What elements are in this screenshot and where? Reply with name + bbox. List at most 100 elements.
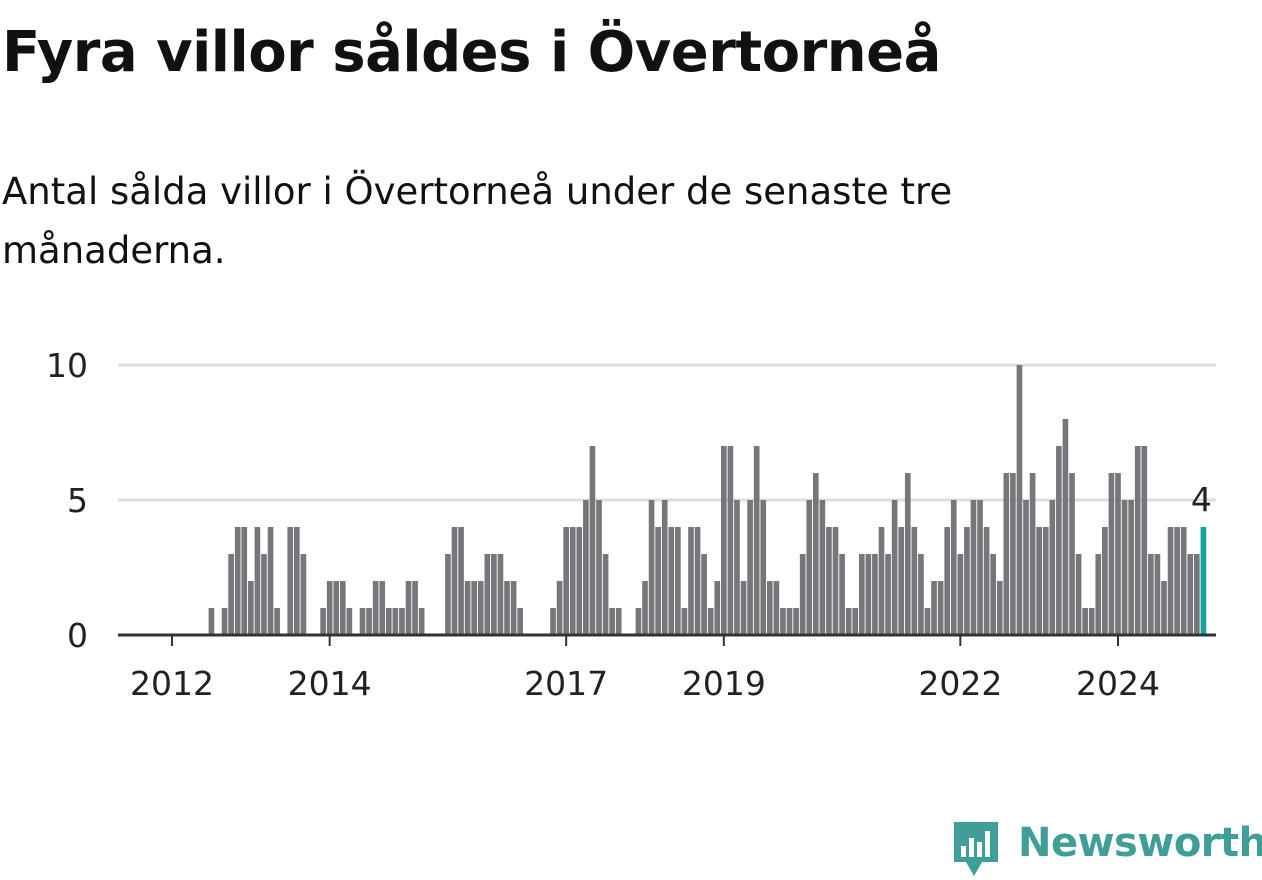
bar xyxy=(957,554,964,635)
bar xyxy=(845,608,852,635)
bar xyxy=(1167,527,1174,635)
bar xyxy=(208,608,215,635)
bar xyxy=(694,527,701,635)
bar xyxy=(983,527,990,635)
bar xyxy=(372,581,379,635)
bar xyxy=(1056,446,1062,635)
bar xyxy=(740,581,747,635)
bar xyxy=(780,608,786,635)
bar xyxy=(228,554,234,635)
bar xyxy=(339,581,346,635)
x-tick-label: 2022 xyxy=(918,664,1002,703)
bar xyxy=(1095,554,1102,635)
bar xyxy=(261,554,267,635)
axes: 0 5 10 4 2012 2014 2017 2019 2022 2024 xyxy=(46,346,1216,703)
bars xyxy=(208,365,1207,635)
bar xyxy=(950,500,957,635)
x-tick-label: 2012 xyxy=(130,664,214,703)
bar xyxy=(970,500,977,635)
bar xyxy=(1102,527,1108,635)
newsworthy-logo-icon xyxy=(954,822,998,876)
bar xyxy=(1154,554,1161,635)
bar xyxy=(668,527,675,635)
bar xyxy=(661,500,668,635)
bar xyxy=(484,554,491,635)
bar xyxy=(1036,527,1042,635)
bar xyxy=(1180,527,1187,635)
bar xyxy=(248,581,254,635)
bar xyxy=(1108,473,1115,635)
bar xyxy=(721,446,727,635)
bar-chart: 0 5 10 4 2012 2014 2017 2019 2022 2024 xyxy=(46,346,1216,703)
bar xyxy=(254,527,261,635)
x-tick-label: 2019 xyxy=(682,664,766,703)
bar xyxy=(596,500,602,635)
bar xyxy=(274,608,280,635)
highlight-value-label: 4 xyxy=(1191,480,1212,519)
bar xyxy=(898,527,905,635)
bar xyxy=(1069,473,1075,635)
bar xyxy=(1042,527,1049,635)
bar xyxy=(642,581,648,635)
bar xyxy=(944,527,951,635)
bar xyxy=(931,581,937,635)
bar xyxy=(1161,581,1167,635)
bar xyxy=(241,527,248,635)
bar xyxy=(852,608,859,635)
bar xyxy=(1010,473,1016,635)
bar xyxy=(1062,419,1069,635)
bar xyxy=(1082,608,1088,635)
bar xyxy=(267,527,274,635)
bar xyxy=(602,554,609,635)
bar xyxy=(1128,500,1134,635)
chart-subtitle: Antal sålda villor i Övertorneå under de… xyxy=(2,170,953,272)
bar xyxy=(904,473,911,635)
bar xyxy=(826,527,832,635)
bar xyxy=(924,608,931,635)
bar xyxy=(727,446,734,635)
bar xyxy=(300,554,307,635)
x-tick-label: 2017 xyxy=(524,664,608,703)
bar xyxy=(320,608,326,635)
bar xyxy=(576,527,583,635)
bar xyxy=(1029,473,1036,635)
bar xyxy=(385,608,392,635)
bar xyxy=(675,527,681,635)
bar xyxy=(477,581,484,635)
bar xyxy=(812,473,819,635)
bar xyxy=(937,581,944,635)
bar xyxy=(333,581,340,635)
newsworthy-logo: Newsworthy xyxy=(950,818,1262,880)
bar xyxy=(405,581,412,635)
x-tick-label: 2024 xyxy=(1076,664,1160,703)
bar xyxy=(464,581,471,635)
bar xyxy=(556,581,563,635)
bar xyxy=(1016,365,1023,635)
bar xyxy=(1075,554,1082,635)
bar xyxy=(1194,554,1200,635)
chart-title: Fyra villor såldes i Övertorneå xyxy=(2,20,941,85)
bar xyxy=(445,554,451,635)
bar xyxy=(1141,446,1148,635)
bar xyxy=(734,500,740,635)
bar xyxy=(990,554,997,635)
highlight-bar xyxy=(1200,527,1207,635)
bar xyxy=(221,608,228,635)
bar xyxy=(911,527,918,635)
bar xyxy=(359,608,366,635)
bar xyxy=(287,527,294,635)
bar xyxy=(517,608,524,635)
bar xyxy=(977,500,983,635)
bar xyxy=(1088,608,1095,635)
bar xyxy=(806,500,813,635)
bar xyxy=(996,581,1003,635)
bar xyxy=(471,581,478,635)
bar xyxy=(1115,473,1121,635)
bar xyxy=(379,581,386,635)
bar xyxy=(1023,500,1029,635)
bar xyxy=(326,581,333,635)
bar xyxy=(293,527,300,635)
bar xyxy=(753,446,760,635)
bar xyxy=(760,500,767,635)
bar xyxy=(234,527,241,635)
